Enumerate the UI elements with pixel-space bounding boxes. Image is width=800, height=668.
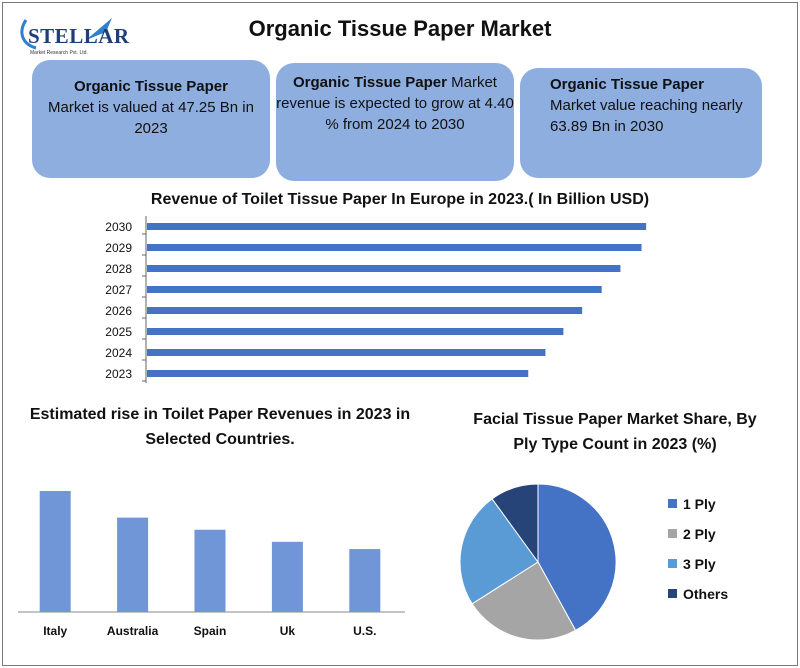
- bar-2028: [147, 265, 621, 272]
- pie-slice-others: [491, 483, 539, 564]
- bar-chart-tick-label: 2027: [105, 283, 132, 297]
- pie-chart: 1 Ply 2 Ply 3 Ply Others: [459, 483, 728, 641]
- column-chart-tick-label: Italy: [43, 624, 67, 638]
- highlight-box-growth: Organic Tissue Paper Market revenue is e…: [276, 63, 514, 181]
- bar-chart-tick-label: 2028: [105, 262, 132, 276]
- bar-chart-tick-label: 2025: [105, 325, 132, 339]
- legend-swatch: [668, 499, 677, 508]
- bar-2027: [147, 286, 602, 293]
- logo-text: STELLAR: [28, 24, 130, 48]
- legend-swatch: [668, 529, 677, 538]
- pie-slice-2-ply: [471, 561, 577, 641]
- pie-chart-title: Facial Tissue Paper Market Share, By Ply…: [473, 411, 757, 453]
- bar-chart-tick-label: 2023: [105, 367, 132, 381]
- column-uk: [271, 541, 303, 612]
- bar-chart-tick-label: 2024: [105, 346, 132, 360]
- pie-slice-3-ply: [459, 498, 539, 605]
- pie-slice-1-ply: [537, 483, 617, 632]
- bar-2024: [147, 349, 546, 356]
- column-spain: [194, 529, 226, 612]
- highlight-box-forecast: Organic Tissue Paper Market value reachi…: [520, 68, 762, 178]
- column-australia: [117, 517, 149, 612]
- highlight-bold: Organic Tissue Paper: [550, 76, 704, 93]
- highlight-text: Market is valued at 47.25 Bn in 2023: [48, 99, 254, 137]
- legend-swatch: [668, 559, 677, 568]
- logo-swoosh-icon: [20, 18, 112, 50]
- highlight-box-valuation: Organic Tissue Paper Market is valued at…: [32, 60, 270, 178]
- legend-label: 2 Ply: [683, 526, 716, 542]
- bar-chart-tick-label: 2029: [105, 241, 132, 255]
- column-chart-title: Estimated rise in Toilet Paper Revenues …: [29, 406, 411, 448]
- column-italy: [39, 491, 71, 612]
- bar-chart-tick-label: 2026: [105, 304, 132, 318]
- bar-2025: [147, 328, 564, 335]
- horizontal-bar-chart: 2030 2029 2028 2027 2026 2025 2024 2023: [105, 216, 647, 383]
- legend-swatch: [668, 589, 677, 598]
- bar-2029: [147, 244, 642, 251]
- highlight-bold: Organic Tissue Paper: [74, 78, 228, 95]
- bar-2030: [147, 223, 647, 230]
- bar-chart-tick-label: 2030: [105, 220, 132, 234]
- highlight-text: Market revenue is expected to grow at 4.…: [276, 74, 514, 133]
- highlight-text: Market value reaching nearly 63.89 Bn in…: [550, 97, 743, 135]
- bar-2023: [147, 370, 529, 377]
- legend-label: Others: [683, 586, 728, 602]
- page-title: Organic Tissue Paper Market: [248, 16, 552, 41]
- bar-2026: [147, 307, 583, 314]
- column-chart-tick-label: U.S.: [353, 624, 376, 638]
- column-us: [349, 549, 381, 612]
- highlight-bold: Organic Tissue Paper: [293, 74, 447, 91]
- legend-label: 3 Ply: [683, 556, 716, 572]
- logo-subtitle: Market Research Pvt. Ltd.: [30, 50, 88, 56]
- legend-label: 1 Ply: [683, 496, 716, 512]
- bar-chart-title: Revenue of Toilet Tissue Paper In Europe…: [150, 191, 650, 208]
- column-chart-tick-label: Uk: [280, 624, 296, 638]
- column-chart-tick-label: Australia: [107, 624, 159, 638]
- column-chart: Italy Australia Spain Uk U.S.: [18, 491, 405, 638]
- stellar-logo: STELLAR Market Research Pvt. Ltd.: [16, 10, 129, 62]
- column-chart-tick-label: Spain: [194, 624, 227, 638]
